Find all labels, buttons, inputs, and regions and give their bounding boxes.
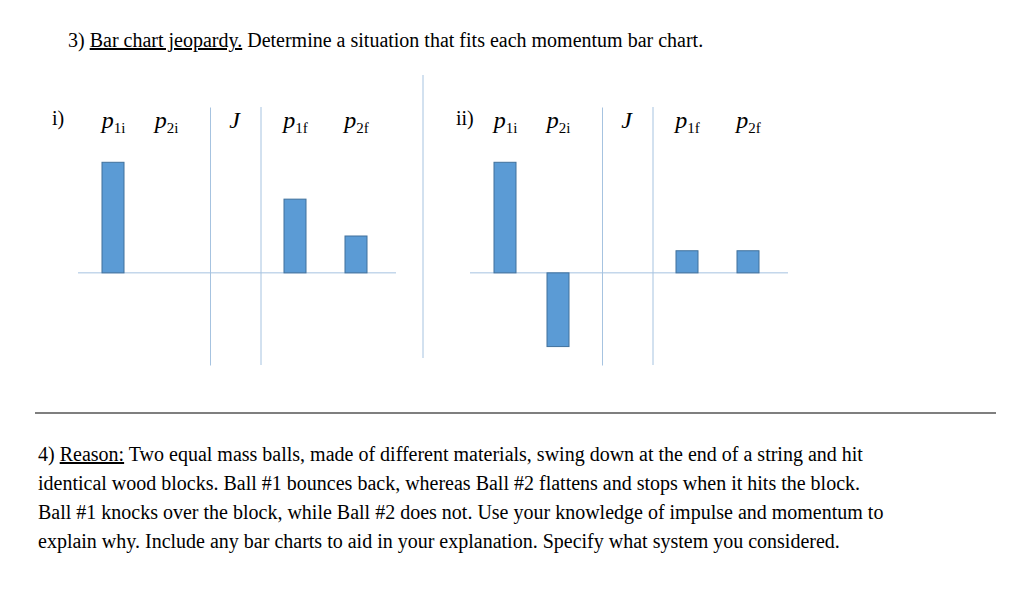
separator [653,107,654,365]
x-tick: p1i [100,107,126,136]
question-text: Two equal mass balls, made of different … [129,443,864,466]
x-tick: p2i [153,107,179,136]
separator [261,107,262,365]
page: 3) Bar chart jeopardy. Determine a situa… [0,0,1024,597]
x-tick: p2i [545,107,571,136]
x-tick: p1f [673,107,700,136]
bar [284,199,306,273]
x-tick-label: p2i [153,107,179,136]
question-text: explain why. Include any bar charts to a… [38,530,840,553]
bar [102,162,124,273]
question-text: Determine a situation that fits each mom… [247,29,703,51]
x-tick: p1f [281,107,308,136]
bar [547,273,569,347]
bar [223,272,245,273]
x-tick: p2f [734,107,761,136]
question-4-line: identical wood blocks. Ball #1 bounces b… [38,472,860,495]
chart: p1i p2i Jp1f p2f [470,107,788,366]
bar [494,162,516,273]
x-tick-label: p1i [100,107,126,136]
x-tick: p2f [342,107,369,136]
question-text: identical wood blocks. Ball #1 bounces b… [38,472,860,495]
bar [155,272,177,273]
x-tick: p1i [492,107,518,136]
question-4-line: 4) Reason: Two equal mass balls, made of… [38,443,863,466]
divider [423,75,424,358]
bar [676,251,698,273]
x-tick-label: p1i [492,107,518,136]
y-axis-line [210,108,211,366]
question-heading: Reason: [60,443,124,465]
chart: p1i p2i Jp1f p2f [78,107,396,366]
x-tick-label: p2f [734,107,761,136]
x-tick-label: p1f [673,107,700,136]
question-4-line: Ball #1 knocks over the block, while Bal… [38,501,883,524]
x-tick-label: p1f [281,107,308,136]
chart-title: i) [52,107,64,130]
question-4-line: explain why. Include any bar charts to a… [38,530,840,553]
bars [102,162,367,273]
rule [35,412,996,413]
question-heading: Bar chart jeopardy. [90,29,243,52]
x-axis: p1i p2i Jp1f p2f [492,107,761,136]
x-tick-label: p2i [545,107,571,136]
x-tick-label: J [229,107,241,133]
question-text: Ball #1 knocks over the block, while Bal… [38,501,883,524]
question-3-text: 3) Bar chart jeopardy. Determine a situa… [68,29,703,52]
x-tick: J [621,107,633,133]
x-tick-label: J [621,107,633,133]
y-axis-line [602,108,603,366]
bar [345,236,367,273]
y-axis [602,108,604,366]
question-number: 4) [38,443,55,466]
x-tick-label: p2f [342,107,369,136]
x-tick: J [229,107,241,133]
chart-title: ii) [456,107,474,130]
bar [737,251,759,273]
question-number: 3) [68,29,85,52]
y-axis [210,108,212,366]
bar [615,272,637,273]
bars [494,162,759,346]
x-axis: p1i p2i Jp1f p2f [100,107,369,136]
